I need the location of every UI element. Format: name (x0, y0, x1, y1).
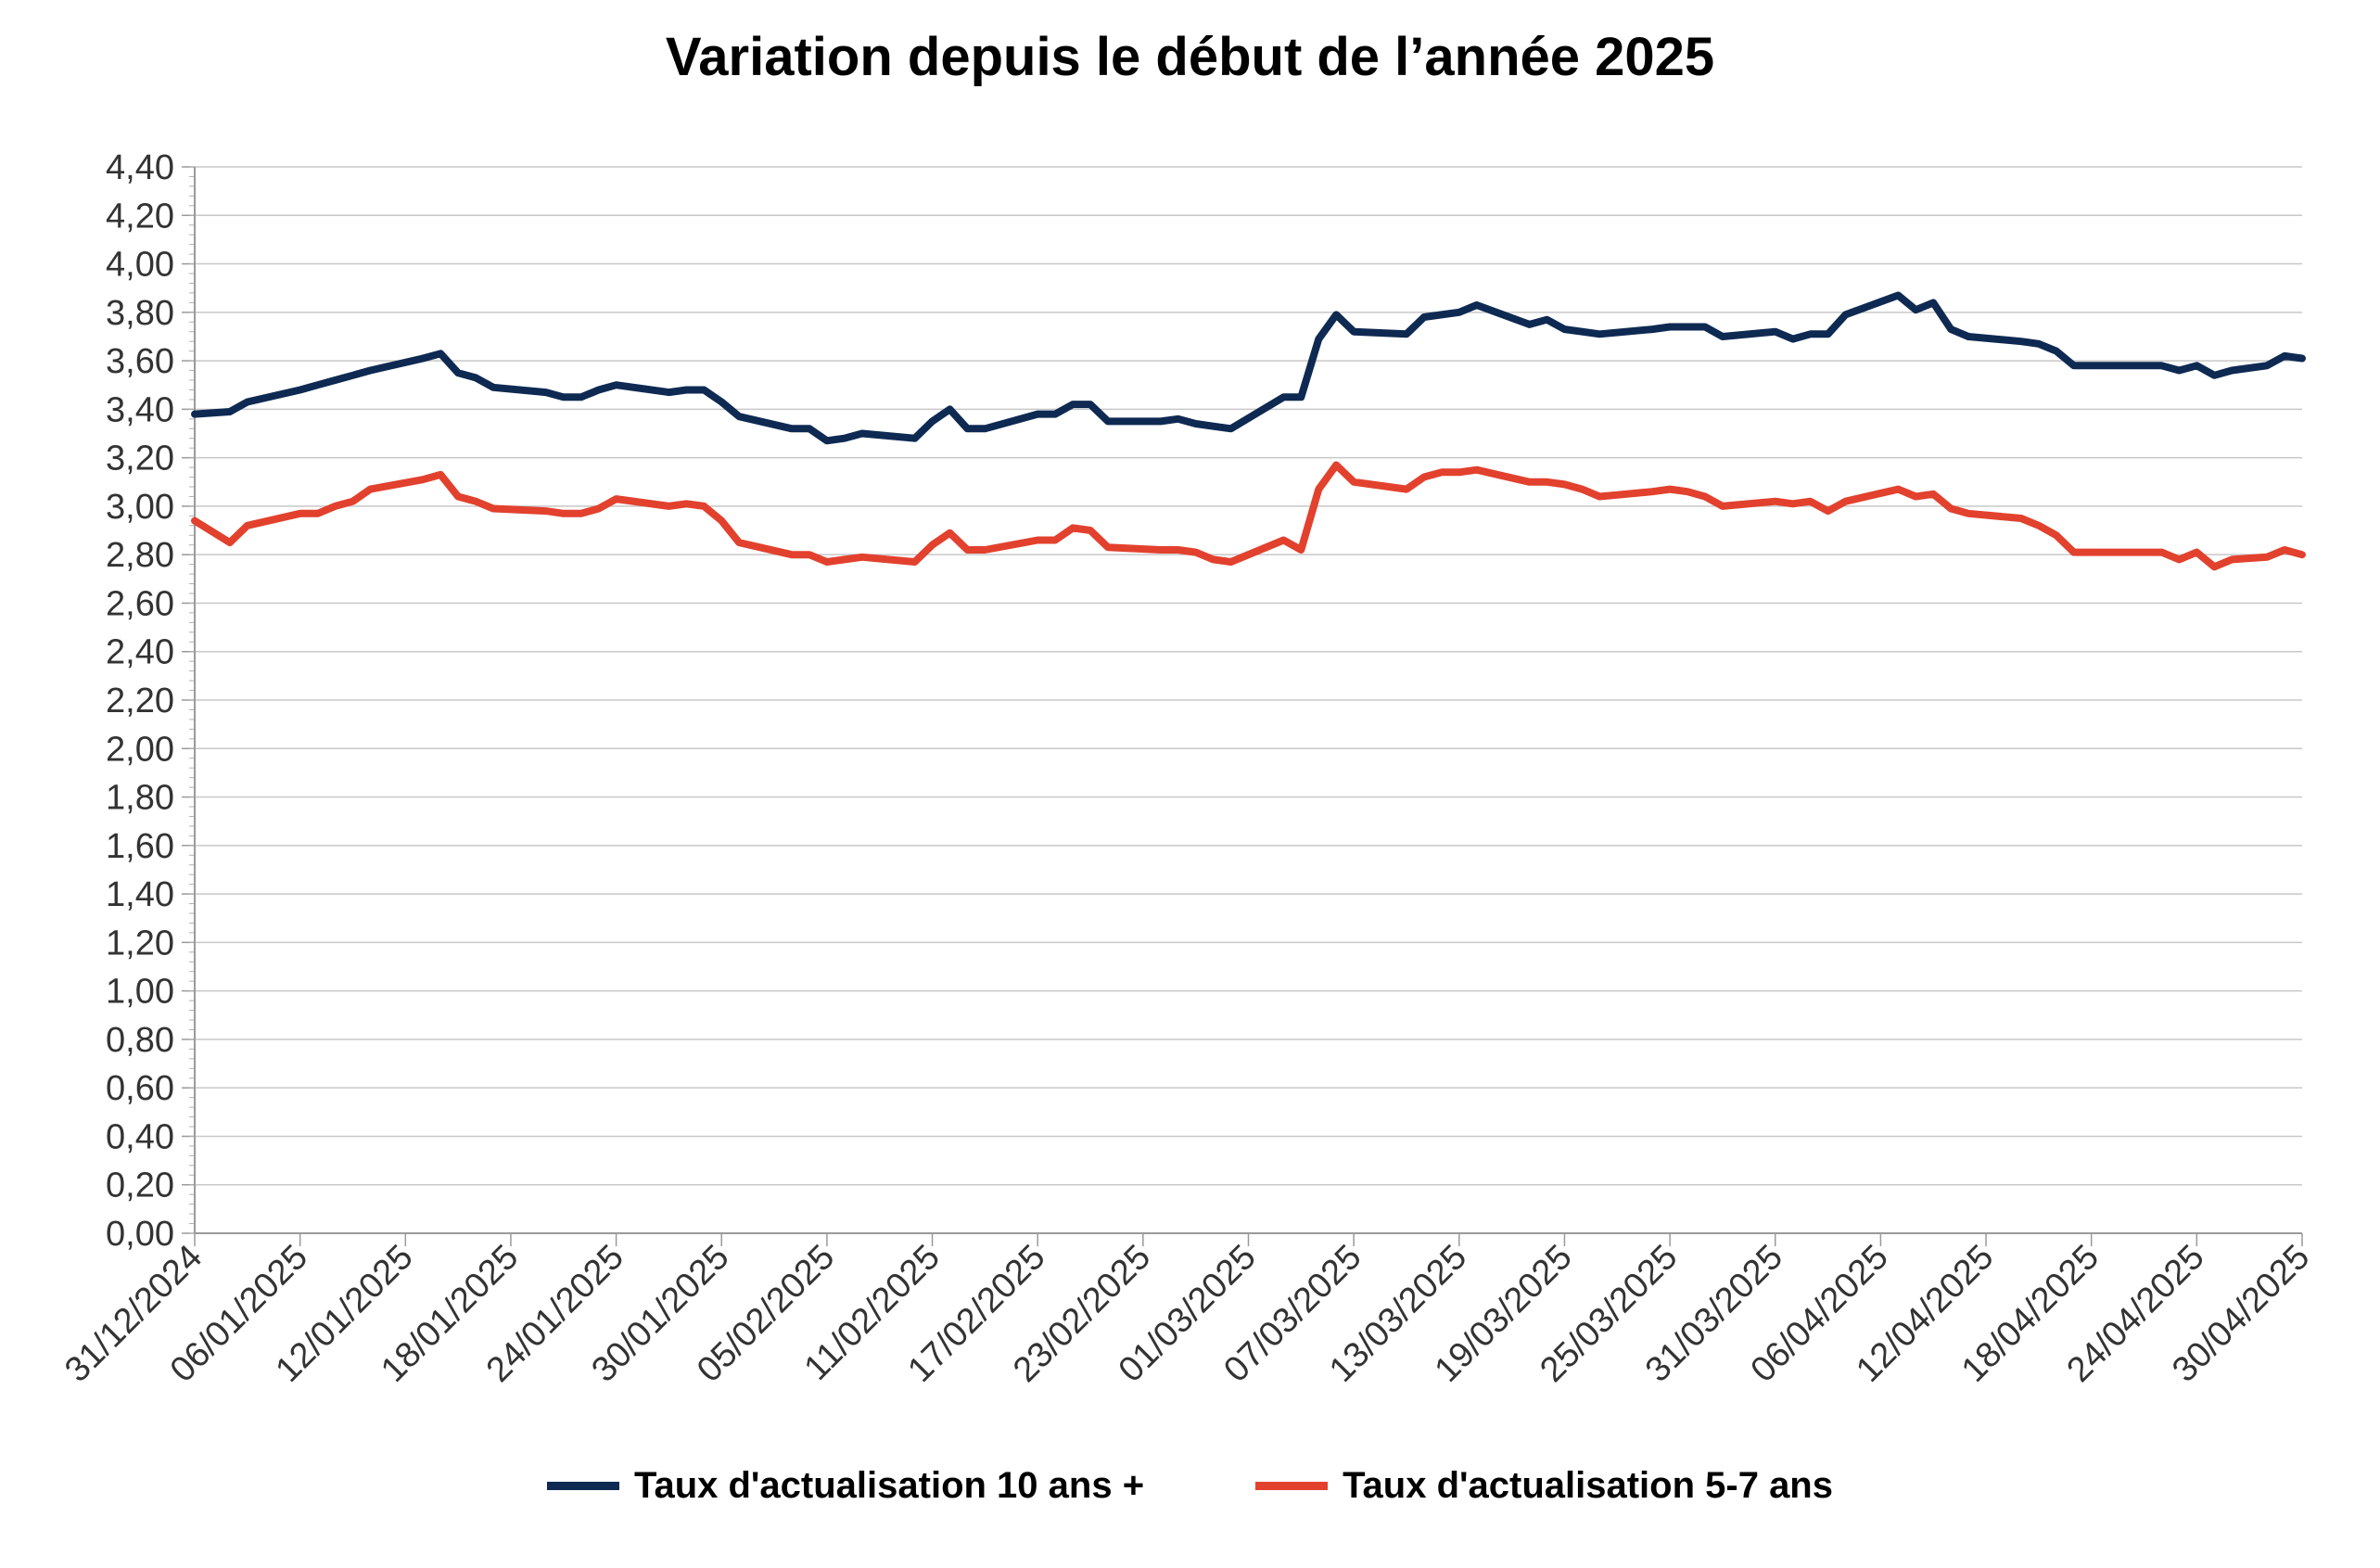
ytick-label: 2,00 (106, 730, 174, 769)
ytick-label: 3,00 (106, 488, 174, 527)
series-layer (191, 291, 2306, 571)
legend-label-5-7-ans: Taux d'actualisation 5-7 ans (1343, 1465, 1833, 1506)
ytick-label: 3,80 (106, 294, 174, 333)
series-line-5-7-ans (191, 461, 2306, 571)
series-line-10-ans (191, 291, 2306, 445)
ytick-label: 0,00 (106, 1215, 174, 1254)
ytick-label: 1,00 (106, 973, 174, 1012)
legend-swatch-10-ans (546, 1482, 619, 1490)
ytick-label: 2,40 (106, 633, 174, 672)
ytick-label: 3,20 (106, 440, 174, 478)
legend-item-10-ans: Taux d'actualisation 10 ans + (546, 1465, 1145, 1507)
axis-layer (182, 166, 2303, 1246)
legend-label-10-ans: Taux d'actualisation 10 ans + (633, 1465, 1145, 1506)
ytick-label: 0,20 (106, 1166, 174, 1205)
ytick-label: 0,40 (106, 1117, 174, 1156)
ytick-label: 1,40 (106, 875, 174, 914)
ytick-label: 4,20 (106, 197, 174, 236)
legend-item-5-7-ans: Taux d'actualisation 5-7 ans (1255, 1465, 1833, 1507)
ytick-label: 1,60 (106, 827, 174, 866)
ytick-label: 2,80 (106, 536, 174, 575)
grid-layer (195, 166, 2302, 1186)
ytick-label: 4,40 (106, 148, 174, 187)
ytick-label: 1,20 (106, 924, 174, 962)
legend: Taux d'actualisation 10 ans + Taux d'act… (0, 1465, 2380, 1507)
ytick-label: 4,00 (106, 246, 174, 285)
ytick-label: 0,60 (106, 1069, 174, 1108)
ytick-label: 2,60 (106, 584, 174, 623)
ytick-label: 3,60 (106, 342, 174, 381)
ytick-label: 0,80 (106, 1021, 174, 1060)
chart-title: Variation depuis le début de l’année 202… (665, 27, 1715, 87)
legend-swatch-5-7-ans (1255, 1482, 1329, 1490)
ytick-label: 3,40 (106, 390, 174, 429)
ytick-label: 1,80 (106, 779, 174, 818)
ytick-label: 2,20 (106, 682, 174, 720)
